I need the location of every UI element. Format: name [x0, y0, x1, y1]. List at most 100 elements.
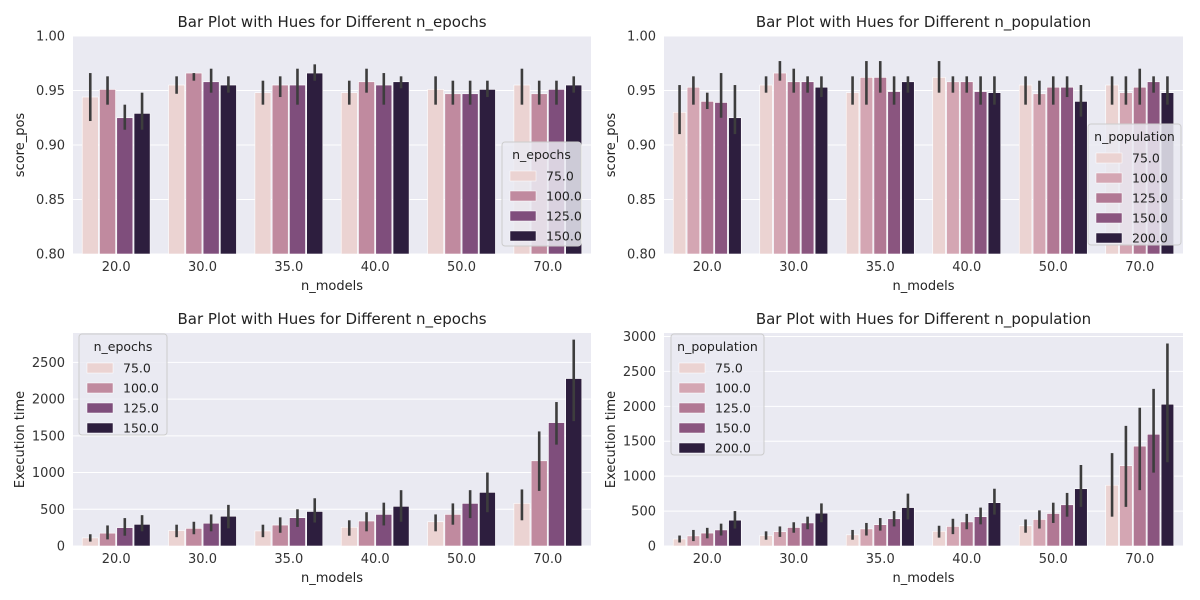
- legend: n_epochs 75.0 100.0 125.0 150.0: [78, 333, 168, 436]
- legend-swatch: [509, 170, 537, 182]
- chart-2: 0.80 0.85 0.90 0.95 1.00 20.0 30.0 35.0 40.0 50.0…: [604, 13, 1183, 294]
- chart-1: 0.80 0.85 0.90 0.95 1.00 20.0 30.0 35.0 40.0 50.0…: [13, 13, 591, 294]
- y-tick-label: 500: [40, 503, 65, 518]
- x-tick-label: 30.0: [779, 552, 808, 567]
- bar: [800, 81, 815, 255]
- x-tick-label: 30.0: [779, 260, 808, 275]
- bar: [700, 101, 714, 255]
- bar: [845, 92, 860, 255]
- legend-label: 150.0: [123, 421, 159, 436]
- legend-swatch: [678, 422, 706, 434]
- bar: [220, 84, 237, 255]
- x-tick-label: 35.0: [866, 260, 895, 275]
- legend-label: 75.0: [1132, 151, 1160, 166]
- legend-swatch: [1095, 232, 1123, 244]
- x-tick-label: 35.0: [866, 552, 895, 567]
- legend-swatch: [1095, 212, 1123, 224]
- chart-title: Bar Plot with Hues for Different n_popul…: [756, 310, 1091, 329]
- bar: [960, 81, 974, 255]
- legend-label: 150.0: [715, 421, 751, 436]
- x-tick-label: 20.0: [693, 260, 722, 275]
- legend-title: n_epochs: [512, 147, 571, 162]
- x-axis-label: n_models: [301, 571, 363, 586]
- bar: [1018, 84, 1033, 255]
- bar: [1046, 86, 1060, 255]
- legend-label: 150.0: [1132, 211, 1168, 226]
- bar: [887, 91, 901, 255]
- chart-3: 0 500 1000 1500 2000 2500 20.0 30.0 35.0 40.0 50.0…: [13, 310, 591, 586]
- bar: [392, 81, 410, 255]
- legend: n_epochs 75.0 100.0 125.0 150.0: [501, 141, 582, 247]
- bar: [202, 81, 220, 255]
- legend-title: n_population: [1094, 129, 1175, 144]
- bar: [814, 86, 829, 255]
- legend-title: n_epochs: [94, 339, 153, 354]
- bar: [461, 93, 479, 255]
- x-tick-label: 70.0: [1125, 260, 1154, 275]
- bar: [444, 93, 462, 255]
- x-tick-label: 50.0: [1039, 260, 1068, 275]
- y-tick-label: 0: [648, 540, 656, 555]
- y-tick-label: 1.00: [36, 30, 65, 45]
- x-tick-label: 70.0: [1125, 552, 1154, 567]
- bar: [306, 72, 324, 255]
- legend-label: 125.0: [715, 401, 751, 416]
- legend-swatch: [678, 382, 706, 394]
- y-axis-label: score_pos: [13, 113, 28, 178]
- y-tick-label: 0.95: [36, 84, 65, 99]
- bar: [289, 84, 306, 255]
- y-tick-label: 1000: [32, 466, 65, 481]
- x-tick-label: 50.0: [447, 552, 476, 567]
- legend-swatch: [1095, 172, 1123, 184]
- legend-label: 125.0: [1132, 191, 1168, 206]
- bar: [185, 72, 203, 255]
- legend-title: n_population: [677, 339, 758, 354]
- legend-swatch: [86, 362, 114, 374]
- bar: [946, 81, 960, 255]
- bar: [133, 113, 151, 255]
- x-tick-label: 70.0: [533, 260, 562, 275]
- y-tick-label: 0.95: [627, 84, 656, 99]
- y-axis-label: Execution time: [604, 391, 619, 488]
- x-tick-label: 35.0: [274, 260, 303, 275]
- legend-label: 75.0: [715, 361, 743, 376]
- legend-label: 200.0: [715, 441, 751, 456]
- legend-label: 100.0: [1132, 171, 1168, 186]
- legend-label: 75.0: [123, 361, 151, 376]
- legend: n_population 75.0 100.0 125.0 150.0 200.0: [1087, 123, 1182, 246]
- bar: [1060, 86, 1074, 255]
- bar: [427, 89, 444, 255]
- chart-title: Bar Plot with Hues for Different n_epoch…: [177, 310, 486, 329]
- legend-swatch: [1095, 192, 1123, 204]
- legend: n_population 75.0 100.0 125.0 150.0 200.0: [670, 333, 765, 456]
- x-tick-label: 50.0: [1039, 552, 1068, 567]
- bar: [1074, 101, 1088, 255]
- x-axis-label: n_models: [301, 279, 363, 294]
- x-tick-label: 30.0: [188, 552, 217, 567]
- bar: [340, 92, 358, 255]
- x-tick-label: 40.0: [361, 260, 390, 275]
- legend-swatch: [509, 210, 537, 222]
- x-tick-label: 40.0: [952, 260, 981, 275]
- y-tick-label: 0.80: [36, 248, 65, 263]
- legend-label: 100.0: [715, 381, 751, 396]
- legend-label: 125.0: [546, 209, 582, 224]
- legend-swatch: [1095, 152, 1123, 164]
- legend-swatch: [86, 422, 114, 434]
- chart-title: Bar Plot with Hues for Different n_popul…: [756, 13, 1091, 32]
- bar: [99, 89, 116, 255]
- y-tick-label: 1500: [623, 435, 656, 450]
- bar: [932, 77, 946, 255]
- bar: [116, 117, 134, 255]
- y-tick-label: 0.85: [627, 193, 656, 208]
- bar: [479, 89, 496, 255]
- x-tick-label: 35.0: [274, 552, 303, 567]
- legend-swatch: [509, 230, 537, 242]
- x-tick-label: 70.0: [533, 552, 562, 567]
- bar: [728, 117, 742, 255]
- legend-label: 200.0: [1132, 231, 1168, 246]
- legend-swatch: [678, 362, 706, 374]
- y-tick-label: 1.00: [627, 30, 656, 45]
- bar: [759, 84, 773, 255]
